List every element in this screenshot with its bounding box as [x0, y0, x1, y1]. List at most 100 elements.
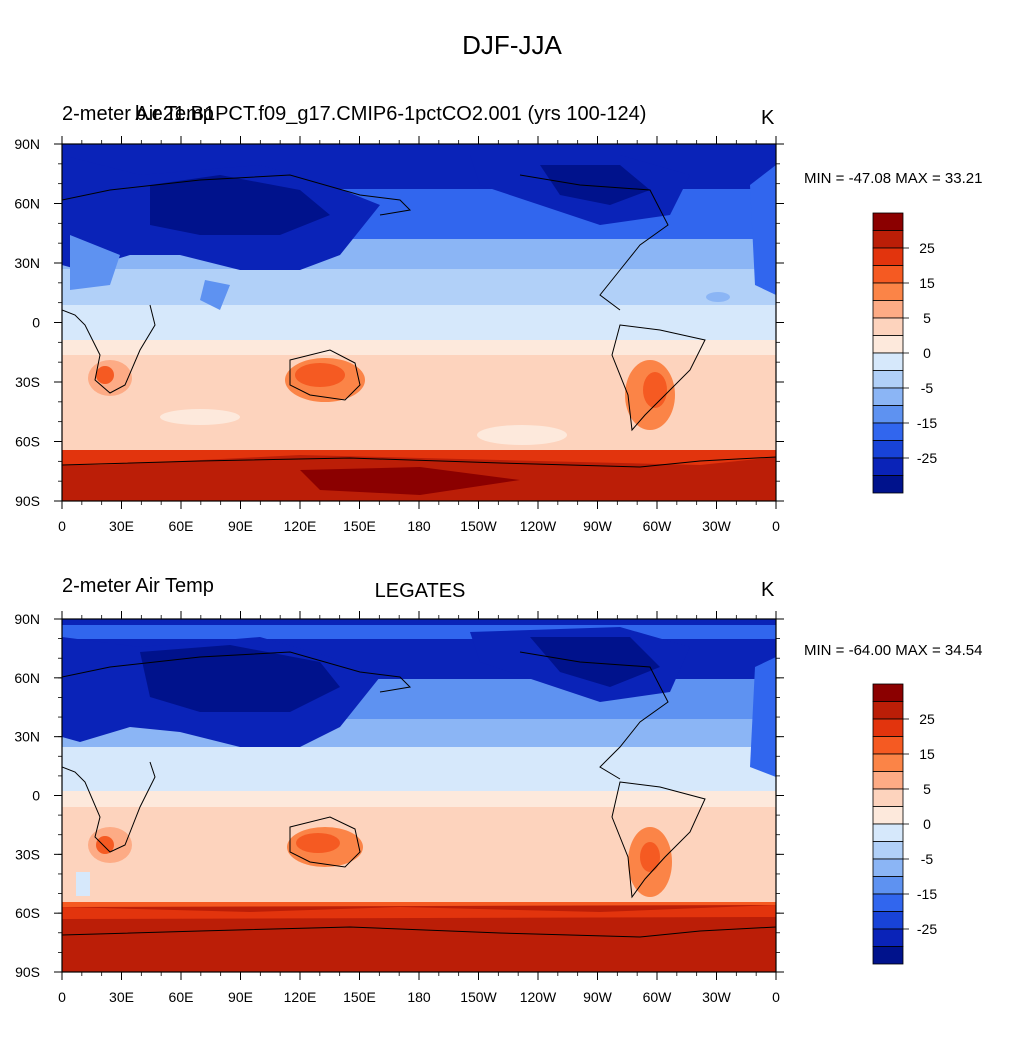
colorbar-box	[872, 405, 904, 424]
colorbar-box	[872, 683, 904, 702]
colorbar-box	[872, 265, 904, 284]
colorbar-box	[872, 771, 904, 790]
variable-title: 2-meter Air Temp	[62, 103, 214, 125]
y-tick-label: 90N	[14, 611, 40, 627]
colorbar-label: 0	[923, 816, 931, 832]
colorbar-box	[872, 300, 904, 319]
x-tick-label: 90E	[228, 518, 253, 534]
y-tick-label: 0	[32, 315, 40, 331]
x-tick-label: 150W	[460, 989, 497, 1005]
y-tick-label: 30S	[15, 374, 40, 390]
colorbar-label: 5	[923, 781, 931, 797]
colorbar: 25 15 5 0 -5 -15 -25	[872, 683, 937, 965]
colorbar-box	[872, 841, 904, 860]
x-tick-label: 0	[772, 518, 780, 534]
x-tick-label: 60E	[169, 518, 194, 534]
x-tick-label: 30E	[109, 989, 134, 1005]
colorbar-box	[872, 475, 904, 494]
axis-ticks	[54, 611, 784, 980]
x-tick-label: 180	[407, 518, 431, 534]
colorbar-box	[872, 387, 904, 406]
colorbar-box	[872, 753, 904, 772]
colorbar-label: -25	[917, 921, 937, 937]
x-tick-label: 120E	[284, 989, 317, 1005]
units-label: K	[761, 579, 775, 601]
colorbar: 25 15 5 0 -5 -15 -25	[872, 212, 937, 494]
page-title: DJF-JJA	[462, 30, 562, 60]
colorbar-box	[872, 335, 904, 354]
x-tick-label: 120W	[520, 989, 557, 1005]
x-tick-label: 90W	[583, 518, 613, 534]
colorbar-label: -5	[921, 380, 934, 396]
y-tick-label: 30N	[14, 729, 40, 745]
colorbar-box	[872, 282, 904, 301]
colorbar-label: 0	[923, 345, 931, 361]
y-tick-label: 60S	[15, 905, 40, 921]
colorbar-label: 5	[923, 310, 931, 326]
x-tick-label: 0	[58, 989, 66, 1005]
min-max-label: MIN = -47.08 MAX = 33.21	[804, 170, 983, 187]
colorbar-box	[872, 440, 904, 459]
colorbar-box	[872, 928, 904, 947]
y-tick-label: 60S	[15, 434, 40, 450]
map-panel-model: 0 30E 60E 90E 120E 150E 180 150W 120W 90W 60W 30W 0 9…	[0, 95, 1024, 575]
axis-ticks	[54, 136, 784, 509]
map-plot-observations: 0 30E 60E 90E 120E 150E 180 150W 120W 90W 60W 30W 0 9…	[14, 611, 937, 1005]
map-plot-model: 0 30E 60E 90E 120E 150E 180 150W 120W 90W 60W 30W 0 9…	[14, 136, 937, 534]
colorbar-box	[872, 317, 904, 336]
colorbar-label: 25	[919, 711, 935, 727]
colorbar-box	[872, 911, 904, 930]
colorbar-box	[872, 212, 904, 231]
x-tick-label: 90W	[583, 989, 613, 1005]
colorbar-box	[872, 858, 904, 877]
temperature-field	[62, 619, 776, 972]
colorbar-label: 15	[919, 275, 935, 291]
x-tick-label: 60W	[643, 518, 673, 534]
x-tick-label: 0	[58, 518, 66, 534]
y-tick-label: 90N	[14, 136, 40, 152]
x-tick-label: 30W	[702, 518, 732, 534]
colorbar-label: 25	[919, 240, 935, 256]
x-tick-label: 30W	[702, 989, 732, 1005]
variable-title: 2-meter Air Temp	[62, 575, 214, 597]
case-title: b.e21.B1PCT.f09_g17.CMIP6-1pctCO2.001 (y…	[135, 103, 647, 125]
colorbar-box	[872, 736, 904, 755]
colorbar-box	[872, 457, 904, 476]
colorbar-box	[872, 352, 904, 371]
colorbar-box	[872, 893, 904, 912]
x-tick-label: 150E	[343, 989, 376, 1005]
x-tick-label: 90E	[228, 989, 253, 1005]
colorbar-label: -15	[917, 886, 937, 902]
temperature-field	[62, 144, 776, 501]
map-panel-observations: 0 30E 60E 90E 120E 150E 180 150W 120W 90W 60W 30W 0 9…	[0, 567, 1024, 1047]
x-tick-label: 150W	[460, 518, 497, 534]
x-tick-label: 60W	[643, 989, 673, 1005]
colorbar-box	[872, 701, 904, 720]
colorbar-label: -5	[921, 851, 934, 867]
y-tick-label: 90S	[15, 493, 40, 509]
y-tick-label: 60N	[14, 196, 40, 212]
y-tick-label: 90S	[15, 964, 40, 980]
x-tick-label: 150E	[343, 518, 376, 534]
colorbar-box	[872, 823, 904, 842]
min-max-label: MIN = -64.00 MAX = 34.54	[804, 642, 983, 659]
colorbar-box	[872, 247, 904, 266]
x-tick-label: 60E	[169, 989, 194, 1005]
colorbar-box	[872, 876, 904, 895]
y-tick-label: 30S	[15, 846, 40, 862]
x-tick-label: 30E	[109, 518, 134, 534]
colorbar-box	[872, 946, 904, 965]
colorbar-box	[872, 422, 904, 441]
x-tick-label: 0	[772, 989, 780, 1005]
x-tick-label: 120W	[520, 518, 557, 534]
axis-labels: 0 30E 60E 90E 120E 150E 180 150W 120W 90W 60W 30W 0 9…	[14, 611, 780, 1005]
colorbar-box	[872, 788, 904, 807]
colorbar-box	[872, 718, 904, 737]
colorbar-label: -15	[917, 415, 937, 431]
units-label: K	[761, 107, 775, 129]
y-tick-label: 60N	[14, 670, 40, 686]
colorbar-box	[872, 806, 904, 825]
colorbar-label: 15	[919, 746, 935, 762]
colorbar-box	[872, 370, 904, 389]
y-tick-label: 0	[32, 788, 40, 804]
